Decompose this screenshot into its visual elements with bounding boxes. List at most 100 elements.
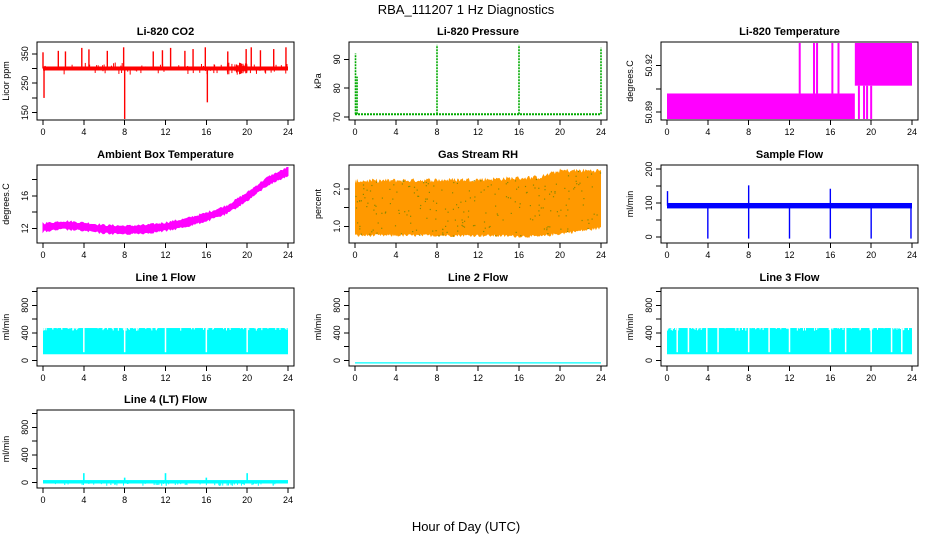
speckle bbox=[362, 193, 364, 195]
x-tick-label: 4 bbox=[81, 250, 86, 260]
speckle bbox=[401, 183, 403, 185]
y-axis: 150 250 350 bbox=[20, 46, 38, 120]
x-tick-label: 12 bbox=[473, 127, 483, 137]
data-marks bbox=[42, 47, 288, 119]
speckle bbox=[419, 207, 421, 210]
speckle bbox=[416, 189, 418, 191]
data-marks bbox=[354, 44, 602, 116]
speckle bbox=[547, 233, 549, 235]
x-tick-label: 12 bbox=[784, 250, 794, 260]
speckle bbox=[547, 226, 549, 228]
y-tick-label: 0 bbox=[20, 480, 30, 485]
panel-title: Line 1 Flow bbox=[136, 272, 196, 284]
speckle bbox=[555, 183, 557, 185]
speckle bbox=[549, 193, 551, 195]
speckle bbox=[425, 198, 427, 200]
speckle bbox=[447, 211, 449, 213]
speckle bbox=[465, 200, 467, 202]
y-axis: 0 400 800 bbox=[332, 290, 350, 363]
speckle bbox=[558, 215, 560, 217]
speckle bbox=[590, 173, 593, 175]
x-tick-label: 8 bbox=[746, 250, 751, 260]
speckle bbox=[546, 229, 548, 231]
speckle bbox=[435, 218, 437, 220]
x-axis: 0 4 8 12 16 20 24 bbox=[40, 119, 293, 137]
x-tick-label: 0 bbox=[664, 127, 669, 137]
data-marks bbox=[666, 185, 912, 239]
speckle bbox=[432, 230, 434, 232]
data-marks bbox=[43, 473, 288, 486]
speckle bbox=[538, 204, 540, 206]
speckle bbox=[483, 230, 485, 233]
data-marks bbox=[667, 43, 912, 119]
speckle bbox=[568, 190, 570, 192]
speckle bbox=[529, 218, 532, 220]
speckle bbox=[425, 181, 427, 183]
x-axis: 0 4 8 12 16 20 24 bbox=[352, 242, 606, 260]
x-tick-label: 24 bbox=[283, 250, 293, 260]
x-tick-label: 4 bbox=[393, 373, 398, 383]
plot-frame bbox=[348, 41, 608, 121]
x-tick-label: 20 bbox=[866, 373, 876, 383]
x-tick-label: 8 bbox=[746, 127, 751, 137]
speckle bbox=[463, 226, 466, 228]
speckle bbox=[433, 185, 435, 187]
speckle bbox=[567, 209, 569, 211]
x-tick-label: 0 bbox=[664, 373, 669, 383]
y-axis-label: ml/min bbox=[625, 191, 635, 218]
speckle bbox=[472, 225, 475, 227]
x-tick-label: 0 bbox=[352, 250, 357, 260]
speckle bbox=[457, 207, 460, 209]
speckle bbox=[363, 188, 365, 190]
plot-frame bbox=[660, 287, 919, 367]
x-tick-label: 8 bbox=[434, 127, 439, 137]
speckle bbox=[362, 184, 365, 186]
speckle bbox=[488, 226, 490, 228]
speckle bbox=[567, 230, 569, 232]
speckle bbox=[428, 191, 430, 193]
speckle bbox=[381, 227, 383, 229]
speckle bbox=[446, 231, 448, 233]
y-axis: 1.0 2.0 bbox=[332, 183, 350, 233]
speckle bbox=[457, 225, 459, 227]
y-tick-label: 16 bbox=[20, 191, 30, 201]
speckle bbox=[550, 191, 552, 193]
speckle bbox=[357, 222, 359, 224]
speckle bbox=[371, 231, 373, 233]
speckle bbox=[408, 186, 410, 188]
speckle bbox=[413, 186, 416, 188]
x-tick-label: 20 bbox=[555, 373, 565, 383]
speckle bbox=[453, 182, 455, 184]
x-axis: 0 4 8 12 16 20 24 bbox=[664, 242, 917, 260]
x-tick-label: 8 bbox=[122, 373, 127, 383]
x-tick-label: 16 bbox=[825, 127, 835, 137]
speckle bbox=[593, 213, 595, 215]
speckle bbox=[519, 206, 521, 208]
speckle bbox=[538, 195, 540, 197]
x-tick-label: 20 bbox=[866, 127, 876, 137]
speckle bbox=[474, 224, 476, 227]
figure-xlabel: Hour of Day (UTC) bbox=[412, 519, 520, 534]
speckle bbox=[384, 212, 386, 214]
panel-2: Li-820 Temperature degrees.C 0 4 8 12 16 20 24 50… bbox=[625, 26, 919, 137]
panel-9: Line 4 (LT) Flow ml/min 0 4 8 12 16 20 24 0 400 800 bbox=[1, 394, 295, 505]
plot-frame bbox=[36, 164, 295, 244]
x-tick-label: 0 bbox=[40, 250, 45, 260]
speckle bbox=[468, 210, 470, 212]
x-tick-label: 4 bbox=[705, 373, 710, 383]
speckle bbox=[406, 214, 408, 216]
panel-1: Li-820 Pressure kPa 0 4 8 12 16 20 24 70 80 90 bbox=[313, 26, 608, 137]
x-axis: 0 4 8 12 16 20 24 bbox=[664, 119, 917, 137]
speckle bbox=[542, 207, 544, 209]
speckle bbox=[389, 203, 391, 205]
speckle bbox=[366, 206, 368, 208]
y-axis: 0 400 800 bbox=[644, 290, 662, 363]
y-axis-label: degrees.C bbox=[625, 60, 635, 102]
x-tick-label: 0 bbox=[40, 373, 45, 383]
x-tick-label: 16 bbox=[825, 373, 835, 383]
speckle bbox=[568, 198, 570, 200]
x-tick-label: 20 bbox=[555, 127, 565, 137]
speckle bbox=[596, 214, 598, 216]
